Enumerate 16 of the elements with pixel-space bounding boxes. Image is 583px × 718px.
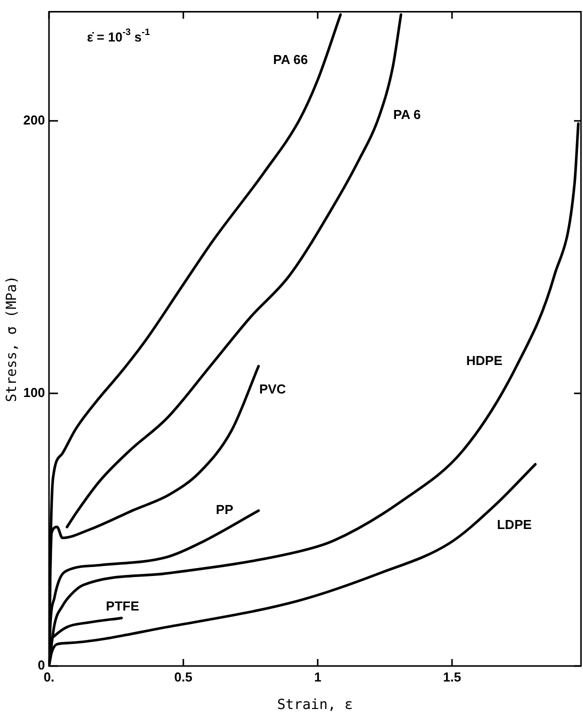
x-tick-label: 1.5 [442, 669, 462, 684]
y-tick-label: 0 [38, 658, 45, 673]
x-axis-title: Strain, ε [277, 697, 353, 714]
x-tick-label: 1 [314, 669, 322, 684]
series-label: PP [216, 502, 234, 518]
y-tick-label: 100 [23, 384, 45, 400]
x-tick-label: 0.5 [174, 669, 192, 684]
series-label: LDPE [496, 516, 532, 532]
series-label: PTFE [106, 598, 140, 614]
y-axis-title: Stress, σ (MPa) [4, 276, 20, 402]
series-label: PA 6 [393, 107, 421, 122]
y-tick-label: 200 [23, 112, 45, 128]
series-label: PA 66 [273, 52, 308, 68]
series-label: PVC [259, 382, 287, 397]
x-tick-label: 0. [44, 669, 54, 684]
series-label: HDPE [466, 353, 503, 368]
